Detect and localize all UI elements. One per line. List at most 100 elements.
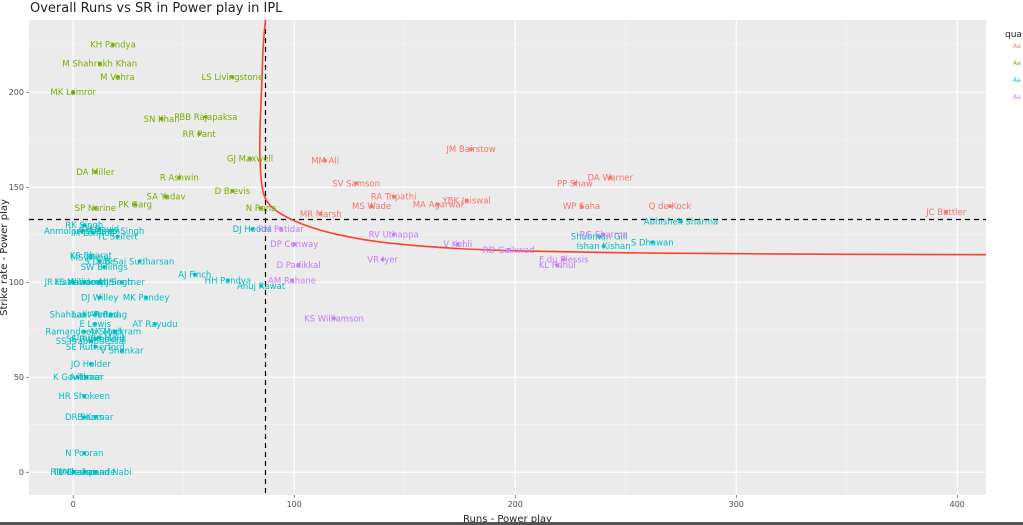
data-point bbox=[579, 204, 584, 209]
data-point bbox=[82, 470, 87, 475]
point-label: A Tomar bbox=[69, 373, 104, 383]
data-point bbox=[82, 415, 87, 419]
x-tick-label: 100 bbox=[287, 500, 302, 509]
point-label: DJ Willey bbox=[81, 293, 118, 303]
plot-panel bbox=[29, 20, 986, 495]
y-tick-label: 150 bbox=[9, 183, 24, 192]
point-label: TL Seifert bbox=[96, 233, 138, 243]
legend-title: qua bbox=[1005, 30, 1022, 40]
legend-key: Aa bbox=[1013, 60, 1021, 67]
data-point bbox=[82, 223, 87, 228]
point-label: RK Singh bbox=[65, 221, 103, 231]
point-label: SW Billings bbox=[81, 263, 129, 273]
data-point bbox=[75, 375, 80, 380]
point-label: VR Iyer bbox=[367, 255, 398, 265]
data-point bbox=[435, 202, 440, 207]
x-tick-label: 0 bbox=[71, 500, 76, 509]
data-point bbox=[601, 244, 606, 249]
data-point bbox=[108, 229, 113, 233]
point-label: MM Ali bbox=[311, 157, 339, 167]
x-tick-label: 400 bbox=[950, 500, 965, 509]
point-label: Umran Malik bbox=[73, 333, 127, 343]
point-label: S Dhawan bbox=[631, 238, 674, 248]
data-point bbox=[650, 240, 655, 245]
data-point bbox=[93, 344, 98, 349]
data-point bbox=[82, 312, 87, 317]
point-label: N Pooran bbox=[65, 449, 103, 459]
x-tick-label: 200 bbox=[508, 500, 523, 509]
data-point bbox=[97, 61, 102, 66]
point-label: Shahbaz Ahmed bbox=[50, 311, 119, 321]
data-point bbox=[259, 284, 263, 288]
data-point bbox=[133, 202, 137, 207]
point-label: RV Uthappa bbox=[369, 231, 419, 241]
point-label: Mohammad Nabi bbox=[59, 468, 131, 478]
y-axis-title: Strike rate - Power play bbox=[0, 199, 10, 316]
point-label: DP Conway bbox=[270, 240, 318, 250]
point-label: GJ Maxwell bbox=[227, 155, 273, 165]
data-points: KH Pandya M Shahrukh Khan M Vohra LS Living… bbox=[43, 41, 966, 479]
y-tick-label: 50 bbox=[14, 373, 24, 382]
y-tick-label: 100 bbox=[9, 278, 24, 287]
data-point bbox=[248, 156, 252, 161]
y-tick-label: 0 bbox=[19, 468, 24, 477]
data-point bbox=[203, 115, 208, 119]
data-point bbox=[93, 206, 98, 211]
point-label: KS Williamson bbox=[304, 314, 364, 324]
point-label: F du Plessis bbox=[539, 255, 589, 265]
data-point bbox=[597, 234, 602, 239]
axis-ticks: 0 100 200 300 400 0 50 100 150 200 bbox=[9, 88, 965, 509]
point-label: RD Chahar bbox=[50, 468, 96, 478]
y-tick-label: 200 bbox=[9, 88, 24, 97]
point-label: M Lomror bbox=[73, 229, 114, 239]
data-point bbox=[469, 147, 473, 152]
point-label: RM Patidar bbox=[258, 225, 304, 235]
data-point bbox=[82, 394, 87, 399]
point-label: Ishan Kishan bbox=[577, 242, 631, 252]
point-label: PBB Rajapaksa bbox=[174, 113, 237, 123]
point-label: B Kumar bbox=[77, 413, 114, 423]
point-label: DA Warner bbox=[588, 174, 634, 184]
point-label: V Kohli bbox=[443, 240, 472, 250]
data-point bbox=[115, 75, 120, 79]
point-label: MR Marsh bbox=[300, 210, 342, 220]
point-label: KH Pandya bbox=[90, 41, 136, 51]
point-label: Abhishek Sharma bbox=[644, 217, 718, 227]
data-point bbox=[84, 375, 89, 380]
legend-key: Aa bbox=[1013, 77, 1021, 84]
trend-curve-path bbox=[258, 20, 986, 256]
point-label: MK Pandey bbox=[123, 293, 170, 303]
data-point bbox=[279, 227, 283, 231]
point-label: SV Samson bbox=[332, 179, 380, 189]
x-axis-title: Runs - Power play bbox=[463, 514, 552, 525]
data-point bbox=[230, 189, 235, 193]
point-label: E Lewis bbox=[79, 320, 111, 330]
point-label: K Gowtham bbox=[53, 373, 102, 383]
point-label: Shubman Gill bbox=[571, 233, 628, 243]
data-point bbox=[177, 175, 182, 180]
data-point bbox=[391, 194, 396, 199]
data-point bbox=[71, 470, 76, 475]
data-point bbox=[679, 219, 683, 224]
point-label: JR Hazlewood bbox=[43, 278, 102, 288]
data-point bbox=[369, 204, 374, 209]
point-label: S Dube bbox=[84, 257, 115, 267]
point-label: DJ Hooda bbox=[233, 225, 272, 235]
data-point bbox=[111, 42, 115, 47]
point-label: SP Narine bbox=[75, 204, 116, 214]
data-point bbox=[296, 263, 301, 267]
point-label: YBK Jaiswal bbox=[441, 197, 490, 207]
window-bottom-bar bbox=[0, 522, 1023, 525]
data-point bbox=[944, 210, 949, 214]
point-label: KS Williamson bbox=[54, 278, 114, 288]
data-point bbox=[144, 295, 149, 300]
point-label: Mandeep Singh bbox=[67, 278, 133, 288]
point-label: SE Rutherford bbox=[66, 343, 125, 353]
point-label: SS Prabhudessai bbox=[56, 337, 126, 347]
chart-title: Overall Runs vs SR in Power play in IPL bbox=[30, 1, 283, 16]
point-label: Q de Kock bbox=[649, 202, 692, 212]
data-point bbox=[97, 335, 102, 340]
data-point bbox=[97, 280, 102, 285]
data-point bbox=[88, 362, 93, 366]
